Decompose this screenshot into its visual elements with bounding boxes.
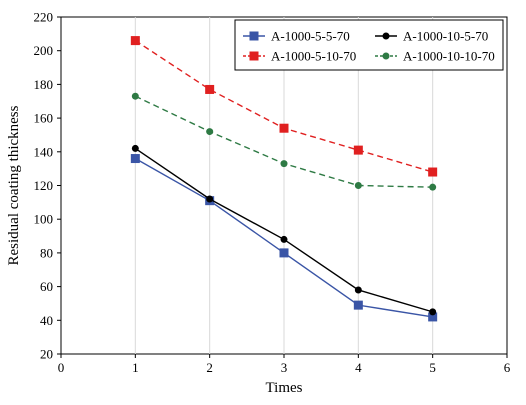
y-tick-label-200: 200 <box>34 43 54 58</box>
y-tick-label-80: 80 <box>40 245 53 260</box>
y-axis-title: Residual coating thickness <box>6 105 22 265</box>
legend-label-A-1000-5-5-70: A-1000-5-5-70 <box>271 29 350 44</box>
x-tick-label-3: 3 <box>281 360 288 375</box>
data-point-A-1000-10-5-70-5 <box>429 308 437 316</box>
y-tick-label-180: 180 <box>34 77 54 92</box>
x-tick-label-1: 1 <box>132 360 139 375</box>
data-point-A-1000-5-5-70-4 <box>353 300 363 310</box>
x-tick-label-0: 0 <box>58 360 65 375</box>
legend-marker-A-1000-5-10-70 <box>249 51 259 61</box>
legend: A-1000-5-5-70 A-1000-10-5-70 A-1000-5-10-7… <box>234 19 504 71</box>
axis-ticks: 0 1 2 3 4 5 6 20 40 60 80 100 120 140 160 180 200 220 <box>34 10 511 376</box>
data-point-A-1000-10-5-70-3 <box>280 235 288 243</box>
data-point-A-1000-10-10-70-2 <box>206 128 214 136</box>
legend-marker-A-1000-10-5-70 <box>382 32 390 40</box>
series-A-1000-10-5-70 <box>131 144 437 316</box>
data-point-A-1000-10-10-70-3 <box>280 160 288 168</box>
data-point-A-1000-10-10-70-5 <box>429 183 437 191</box>
data-point-A-1000-10-10-70-1 <box>131 92 139 100</box>
y-tick-label-60: 60 <box>40 279 53 294</box>
data-point-A-1000-5-5-70-1 <box>130 154 140 164</box>
data-point-A-1000-10-10-70-4 <box>354 182 362 189</box>
x-tick-label-6: 6 <box>504 360 511 375</box>
x-axis-title: Times <box>266 380 303 396</box>
y-tick-label-100: 100 <box>34 212 54 227</box>
y-tick-label-140: 140 <box>34 144 54 159</box>
data-point-A-1000-5-10-70-5 <box>428 167 438 177</box>
x-tick-label-4: 4 <box>355 360 362 375</box>
legend-box <box>234 19 504 71</box>
legend-label-A-1000-5-10-70: A-1000-5-10-70 <box>271 49 356 64</box>
y-tick-label-120: 120 <box>34 178 54 193</box>
legend-marker-A-1000-5-5-70 <box>249 31 259 41</box>
data-point-A-1000-5-10-70-4 <box>353 145 363 155</box>
y-tick-label-40: 40 <box>40 313 53 328</box>
y-tick-label-160: 160 <box>34 111 54 126</box>
series-layer <box>130 36 438 322</box>
series-A-1000-5-10-70 <box>130 36 438 177</box>
y-tick-label-20: 20 <box>40 347 53 362</box>
series-A-1000-10-10-70 <box>131 92 437 191</box>
data-point-A-1000-5-10-70-3 <box>279 123 289 133</box>
data-point-A-1000-5-5-70-5 <box>428 312 438 322</box>
data-point-A-1000-5-10-70-2 <box>205 84 215 94</box>
x-tick-label-5: 5 <box>429 360 436 375</box>
legend-label-A-1000-10-5-70: A-1000-10-5-70 <box>403 29 488 44</box>
data-point-A-1000-10-5-70-4 <box>354 286 362 294</box>
data-point-A-1000-5-10-70-1 <box>130 36 140 46</box>
y-tick-label-220: 220 <box>34 10 54 25</box>
legend-marker-A-1000-10-10-70 <box>382 52 390 60</box>
legend-label-A-1000-10-10-70: A-1000-10-10-70 <box>403 49 495 64</box>
data-point-A-1000-10-5-70-1 <box>131 144 139 152</box>
data-point-A-1000-10-5-70-2 <box>206 195 214 203</box>
x-tick-label-2: 2 <box>206 360 213 375</box>
data-point-A-1000-5-5-70-3 <box>279 248 289 258</box>
